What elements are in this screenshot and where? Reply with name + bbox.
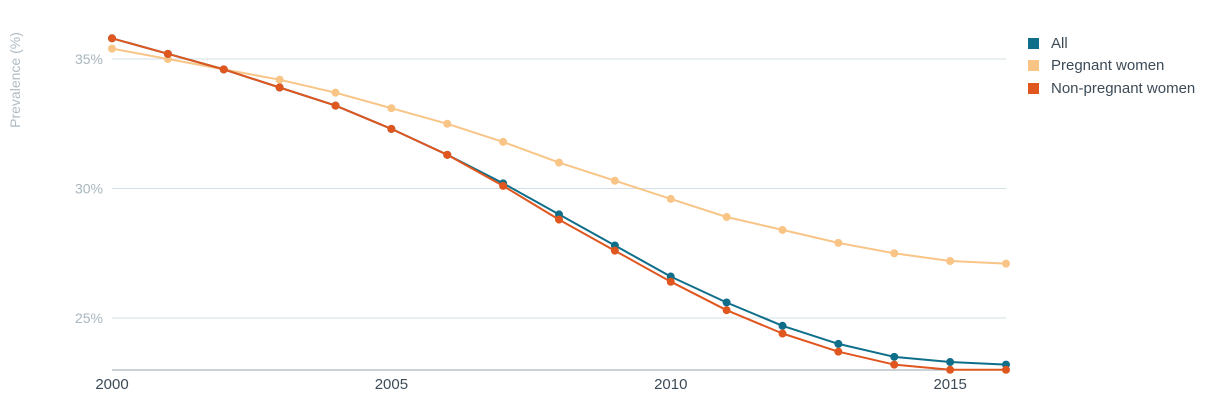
legend-item-all[interactable]: All xyxy=(1028,32,1228,55)
data-point-all[interactable] xyxy=(834,339,843,348)
series-line-pregnant-women xyxy=(111,47,1007,265)
axes: 25% 30% 35% 2000 2005 2010 2015 xyxy=(75,51,1006,393)
data-point-non-pregnant-women[interactable] xyxy=(331,101,340,110)
x-tick-label: 2005 xyxy=(375,376,408,393)
data-point-non-pregnant-women[interactable] xyxy=(722,306,731,315)
grid-lines xyxy=(112,58,1006,319)
y-tick-label: 30% xyxy=(75,181,103,197)
data-point-pregnant-women[interactable] xyxy=(387,104,396,113)
data-point-pregnant-women[interactable] xyxy=(890,249,899,258)
data-point-non-pregnant-women[interactable] xyxy=(443,150,452,159)
data-point-non-pregnant-women[interactable] xyxy=(499,181,508,190)
data-point-non-pregnant-women[interactable] xyxy=(555,215,563,224)
data-point-pregnant-women[interactable] xyxy=(331,88,340,97)
data-point-pregnant-women[interactable] xyxy=(443,119,452,128)
data-point-non-pregnant-women[interactable] xyxy=(890,360,899,369)
legend-item-non-pregnant-women[interactable]: Non-pregnant women xyxy=(1028,77,1228,100)
y-tick-label: 25% xyxy=(75,310,103,326)
data-point-pregnant-women[interactable] xyxy=(610,176,619,185)
data-point-non-pregnant-women[interactable] xyxy=(834,347,843,356)
legend: All Pregnant women Non-pregnant women xyxy=(1028,32,1228,100)
data-point-pregnant-women[interactable] xyxy=(778,225,787,234)
data-point-all[interactable] xyxy=(778,321,787,330)
data-point-non-pregnant-women[interactable] xyxy=(778,329,787,338)
data-point-pregnant-women[interactable] xyxy=(1002,259,1010,268)
data-point-non-pregnant-women[interactable] xyxy=(387,124,396,133)
series-line-non-pregnant-women xyxy=(111,37,1006,371)
legend-label-all: All xyxy=(1051,34,1068,52)
series-line-all xyxy=(111,37,1007,366)
series-pregnant-women xyxy=(108,44,1010,268)
legend-item-pregnant-women[interactable]: Pregnant women xyxy=(1028,55,1228,78)
data-point-all[interactable] xyxy=(946,358,955,367)
data-point-non-pregnant-women[interactable] xyxy=(108,34,116,43)
data-point-pregnant-women[interactable] xyxy=(946,257,955,266)
data-point-pregnant-women[interactable] xyxy=(834,238,843,247)
legend-label-non-pregnant-women: Non-pregnant women xyxy=(1051,79,1196,97)
x-tick-label: 2015 xyxy=(933,376,966,393)
data-point-non-pregnant-women[interactable] xyxy=(610,246,619,255)
data-point-non-pregnant-women[interactable] xyxy=(1002,365,1010,374)
data-point-pregnant-women[interactable] xyxy=(666,194,675,203)
series-non-pregnant-women xyxy=(108,34,1010,374)
y-axis-title-text: Prevalence (%) xyxy=(7,32,24,128)
data-point-pregnant-women[interactable] xyxy=(499,137,508,146)
data-point-non-pregnant-women[interactable] xyxy=(946,365,955,374)
data-point-non-pregnant-women[interactable] xyxy=(275,83,284,92)
data-point-non-pregnant-women[interactable] xyxy=(163,49,172,58)
legend-swatch-non-pregnant-women xyxy=(1028,82,1039,94)
data-point-all[interactable] xyxy=(722,298,731,307)
y-axis-title: Prevalence (%) xyxy=(0,0,30,160)
series-lines xyxy=(108,34,1010,374)
y-tick-label: 35% xyxy=(75,51,103,67)
legend-label-pregnant-women: Pregnant women xyxy=(1051,57,1165,75)
legend-swatch-pregnant-women xyxy=(1028,60,1039,72)
x-tick-label: 2010 xyxy=(654,376,687,393)
data-point-pregnant-women[interactable] xyxy=(722,212,731,221)
data-point-all[interactable] xyxy=(890,352,899,361)
data-point-pregnant-women[interactable] xyxy=(275,75,284,84)
data-point-pregnant-women[interactable] xyxy=(108,44,116,53)
data-point-pregnant-women[interactable] xyxy=(555,158,563,167)
data-point-non-pregnant-women[interactable] xyxy=(219,65,228,74)
legend-swatch-all xyxy=(1028,37,1039,49)
x-tick-label: 2000 xyxy=(95,376,128,393)
data-point-non-pregnant-women[interactable] xyxy=(666,277,675,286)
